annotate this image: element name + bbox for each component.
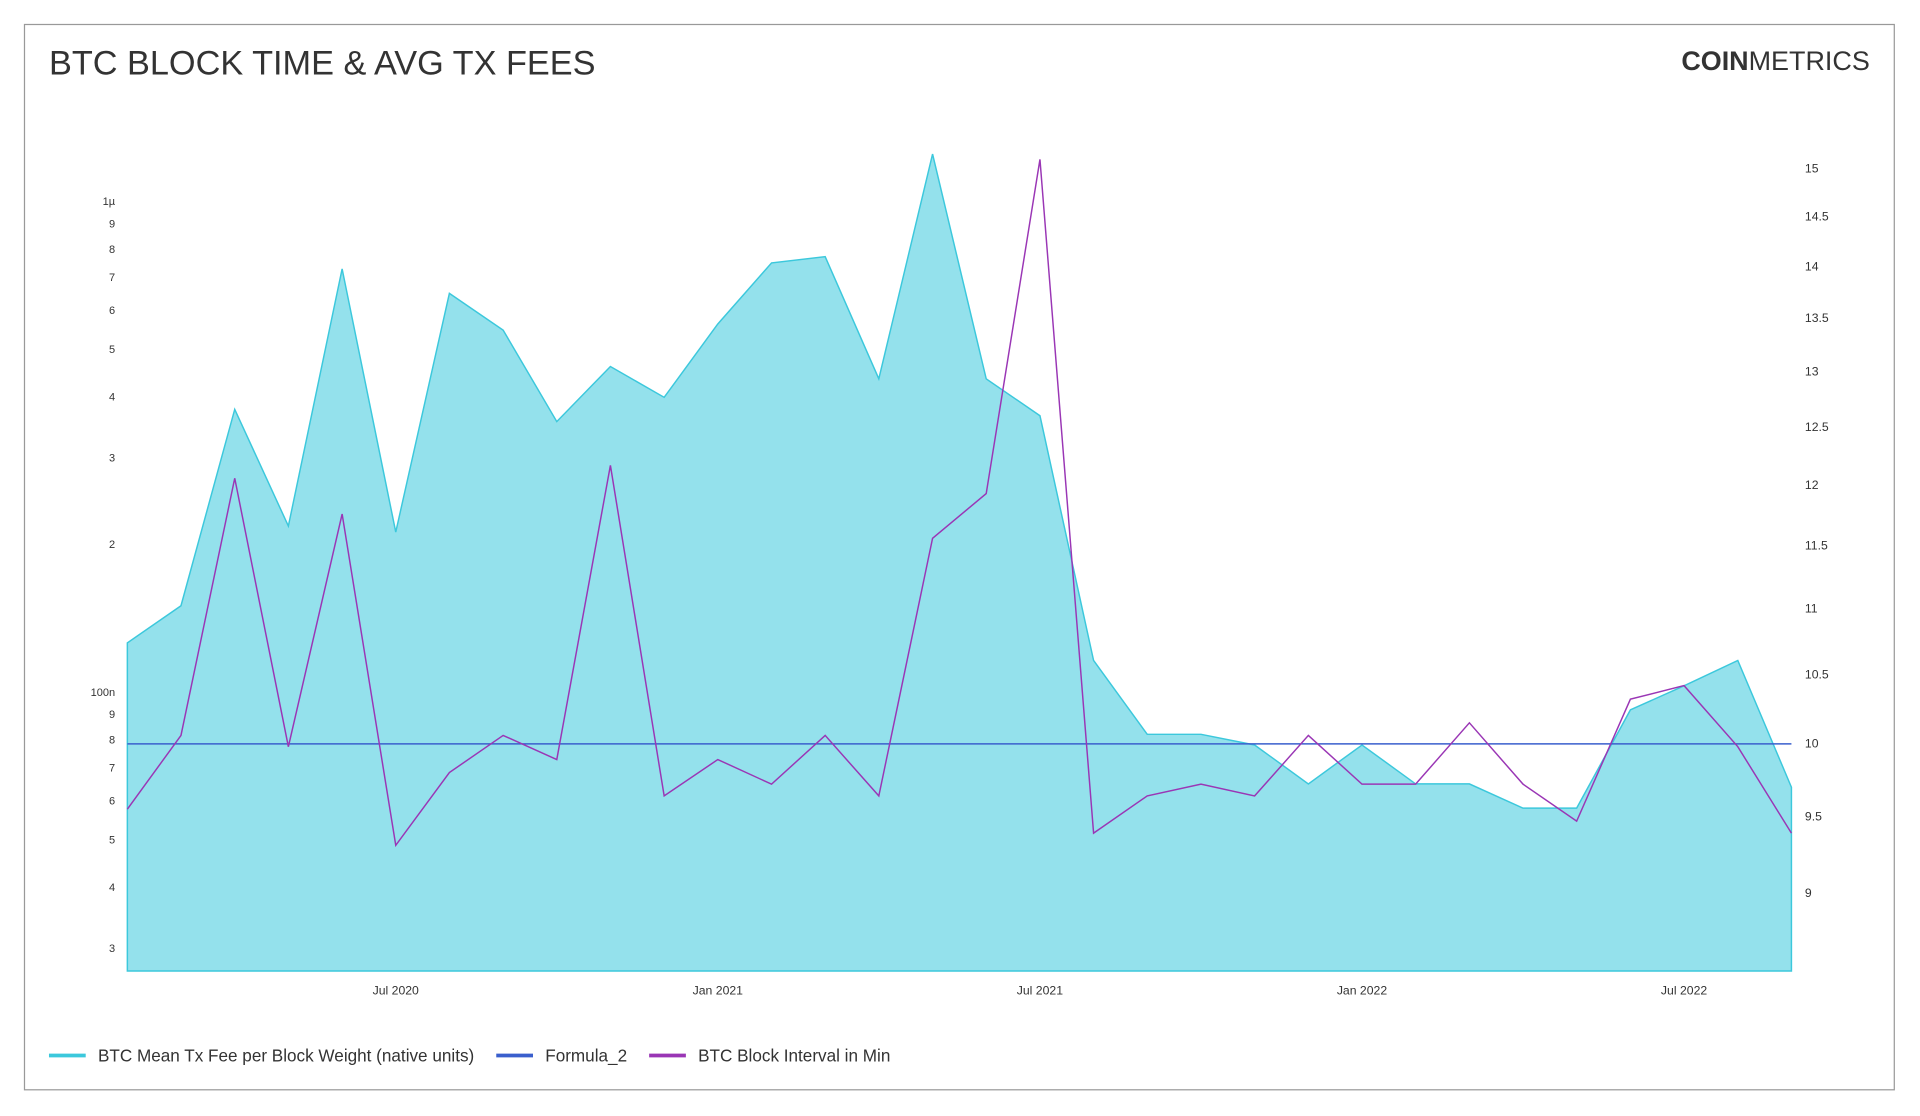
y2-tick-label: 12.5 [1805,420,1829,434]
y-tick-label: 5 [109,344,115,356]
y-tick-label: 3 [109,943,115,955]
legend-label: Formula_2 [545,1046,627,1066]
legend-label: BTC Block Interval in Min [698,1046,890,1066]
y2-tick-label: 10.5 [1805,667,1829,681]
y-tick-label: 4 [109,882,115,894]
y-tick-label: 6 [109,796,115,808]
y2-tick-label: 13 [1805,365,1819,379]
y-tick-label: 7 [109,272,115,284]
y-tick-label: 4 [109,391,115,403]
y-tick-label: 5 [109,834,115,846]
logo-light: METRICS [1749,46,1870,76]
y-tick-label: 100n [91,687,116,699]
y-tick-label: 1µ [103,196,116,208]
logo-bold: COIN [1681,46,1748,76]
y2-tick-label: 9 [1805,886,1812,900]
y2-tick-label: 9.5 [1805,809,1822,823]
y-tick-label: 3 [109,453,115,465]
logo: COINMETRICS [1681,46,1869,76]
y2-tick-label: 12 [1805,478,1819,492]
chart-title: BTC BLOCK TIME & AVG TX FEES [49,45,596,83]
line [126,159,1793,848]
area [126,153,1793,972]
x-tick-label: Jul 2021 [1017,983,1063,997]
y2-tick-label: 11.5 [1805,538,1828,552]
y-tick-label: 7 [109,763,115,775]
y2-tick-label: 10 [1805,737,1819,751]
y-tick-label: 2 [109,539,115,551]
y2-tick-label: 15 [1805,162,1819,176]
y-tick-label: 8 [109,244,115,256]
y2-tick-label: 13.5 [1805,311,1829,325]
y2-tick-label: 11 [1805,601,1818,615]
y-tick-label: 9 [109,219,115,231]
y-tick-label: 6 [109,305,115,317]
x-tick-label: Jul 2020 [373,983,419,997]
y-tick-label: 9 [109,709,115,721]
y-tick-label: 8 [109,734,115,746]
y2-tick-label: 14 [1805,259,1819,273]
x-tick-label: Jan 2021 [693,983,744,997]
x-tick-label: Jan 2022 [1337,983,1388,997]
legend-label: BTC Mean Tx Fee per Block Weight (native… [98,1046,474,1066]
x-tick-label: Jul 2022 [1661,983,1707,997]
y2-tick-label: 14.5 [1805,210,1829,224]
